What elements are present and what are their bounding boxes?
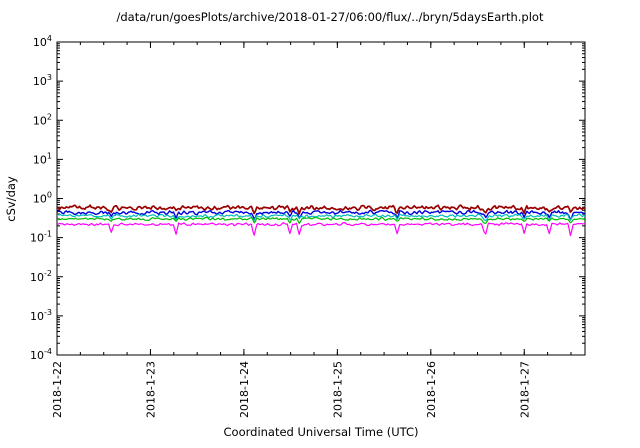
x-tick-label: 2018-1-27 bbox=[518, 361, 531, 418]
chart-title: /data/run/goesPlots/archive/2018-01-27/0… bbox=[117, 10, 544, 24]
flux-level-5 bbox=[57, 222, 585, 237]
x-tick-label: 2018-1-24 bbox=[238, 361, 251, 418]
y-tick-label: 10-4 bbox=[30, 347, 52, 362]
flux-level-4 bbox=[57, 216, 585, 224]
y-tick-label: 103 bbox=[33, 73, 52, 88]
x-axis-label: Coordinated Universal Time (UTC) bbox=[224, 425, 419, 439]
x-tick-label: 2018-1-22 bbox=[51, 361, 64, 418]
y-axis-label: cSv/day bbox=[4, 176, 18, 222]
flux-level-3 bbox=[57, 213, 585, 222]
y-tick-label: 100 bbox=[33, 191, 52, 206]
x-tick-label: 2018-1-23 bbox=[144, 361, 157, 418]
flux-level-1 bbox=[57, 204, 585, 215]
y-tick-label: 104 bbox=[33, 34, 52, 49]
y-tick-label: 102 bbox=[33, 112, 52, 127]
axes-layer: 104 103 102 101 100 10-1 10-2 10-3 10-42018-1-22… bbox=[30, 34, 586, 418]
x-tick-label: 2018-1-25 bbox=[331, 361, 344, 418]
x-tick-label: 2018-1-26 bbox=[425, 361, 438, 418]
y-tick-label: 10-3 bbox=[30, 308, 52, 323]
flux-level-2 bbox=[57, 209, 585, 221]
y-tick-label: 10-2 bbox=[30, 269, 52, 284]
series-layer bbox=[57, 204, 585, 237]
y-tick-label: 10-1 bbox=[30, 230, 52, 245]
y-tick-label: 101 bbox=[33, 151, 52, 166]
